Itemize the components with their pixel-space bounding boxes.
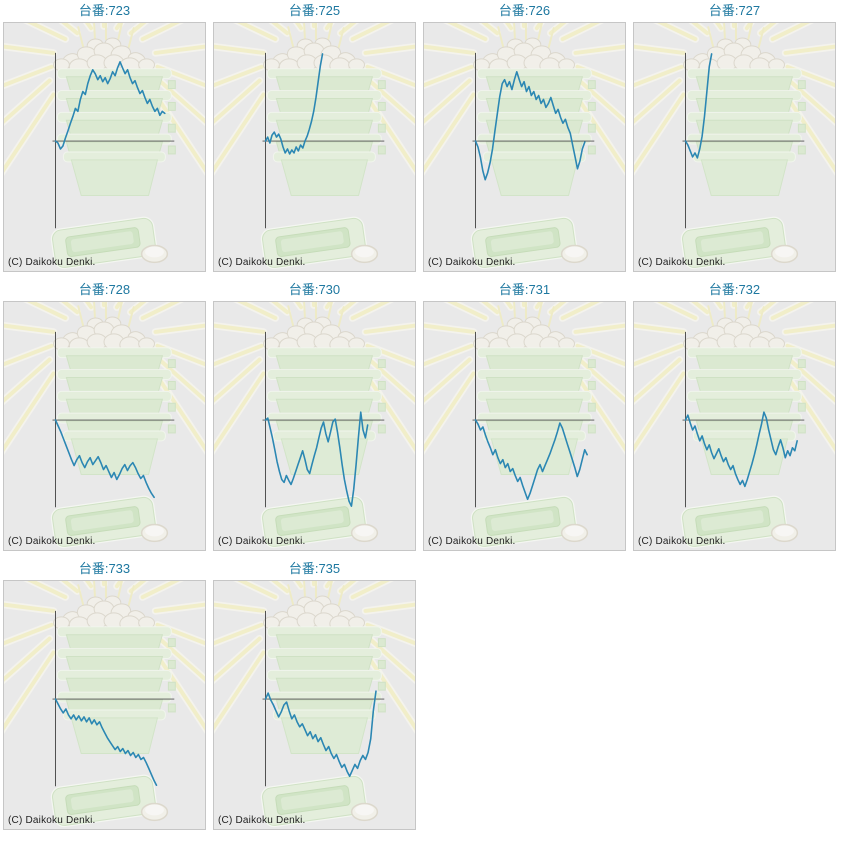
graph-panel[interactable]: (C) Daikoku Denki. (3, 22, 206, 272)
graph-panel[interactable]: (C) Daikoku Denki. (3, 301, 206, 551)
machine-tile: 台番:732 (C) Daikoku Denki. (633, 281, 836, 551)
graph-line (54, 698, 158, 786)
graph-panel[interactable]: (C) Daikoku Denki. (213, 22, 416, 272)
copyright-text: (C) Daikoku Denki. (638, 257, 726, 268)
machine-title-link[interactable]: 台番:731 (498, 282, 551, 297)
slump-graph (214, 581, 415, 829)
graph-panel[interactable]: (C) Daikoku Denki. (423, 22, 626, 272)
machine-illustration (4, 23, 205, 269)
slump-graph (4, 23, 205, 271)
graph-line (264, 690, 377, 778)
machine-tile: 台番:731 (C) Daikoku Denki. (423, 281, 626, 551)
machine-title-link[interactable]: 台番:728 (78, 282, 131, 297)
graph-panel[interactable]: (C) Daikoku Denki. (633, 22, 836, 272)
copyright-text: (C) Daikoku Denki. (8, 815, 96, 826)
graph-panel[interactable]: (C) Daikoku Denki. (213, 301, 416, 551)
graph-line (684, 53, 713, 159)
machine-tile: 台番:727 (C) Daikoku Denki. (633, 2, 836, 272)
machine-illustration (424, 302, 625, 548)
machine-tile: 台番:735 (C) Daikoku Denki. (213, 560, 416, 830)
machine-illustration (214, 23, 415, 269)
copyright-text: (C) Daikoku Denki. (8, 257, 96, 268)
machine-tile: 台番:733 (C) Daikoku Denki. (3, 560, 206, 830)
machine-illustration (214, 581, 415, 827)
machine-illustration (634, 302, 835, 548)
slump-graph (634, 302, 835, 550)
graph-panel[interactable]: (C) Daikoku Denki. (423, 301, 626, 551)
graph-panel[interactable]: (C) Daikoku Denki. (3, 580, 206, 830)
slump-graph (214, 302, 415, 550)
machine-title-link[interactable]: 台番:725 (288, 3, 341, 18)
copyright-text: (C) Daikoku Denki. (638, 536, 726, 547)
machine-illustration (4, 302, 205, 548)
machine-title-link[interactable]: 台番:730 (288, 282, 341, 297)
machine-tile: 台番:728 (C) Daikoku Denki. (3, 281, 206, 551)
machine-illustration (214, 302, 415, 548)
machine-title-link[interactable]: 台番:735 (288, 561, 341, 576)
machine-illustration (4, 581, 205, 827)
slump-graph (634, 23, 835, 271)
slump-graph (424, 23, 625, 271)
machine-illustration (424, 23, 625, 269)
graph-line (474, 419, 588, 501)
graph-line (264, 53, 324, 155)
machine-tile: 台番:725 (C) Daikoku Denki. (213, 2, 416, 272)
machine-title-link[interactable]: 台番:726 (498, 3, 551, 18)
machine-title-link[interactable]: 台番:727 (708, 3, 761, 18)
copyright-text: (C) Daikoku Denki. (428, 536, 516, 547)
machine-tile: 台番:730 (C) Daikoku Denki. (213, 281, 416, 551)
machine-illustration (634, 23, 835, 269)
slump-graph (4, 302, 205, 550)
machine-title-link[interactable]: 台番:733 (78, 561, 131, 576)
copyright-text: (C) Daikoku Denki. (428, 257, 516, 268)
graph-line (474, 70, 586, 181)
slump-graph (4, 581, 205, 829)
graph-panel[interactable]: (C) Daikoku Denki. (213, 580, 416, 830)
graph-line (264, 411, 369, 507)
copyright-text: (C) Daikoku Denki. (218, 257, 306, 268)
copyright-text: (C) Daikoku Denki. (218, 536, 306, 547)
graph-panel[interactable]: (C) Daikoku Denki. (633, 301, 836, 551)
machine-tile: 台番:726 (C) Daikoku Denki. (423, 2, 626, 272)
slump-graph (424, 302, 625, 550)
machine-tile: 台番:723 (C) Daikoku Denki. (3, 2, 206, 272)
machine-title-link[interactable]: 台番:723 (78, 3, 131, 18)
copyright-text: (C) Daikoku Denki. (218, 815, 306, 826)
slump-graph (214, 23, 415, 271)
copyright-text: (C) Daikoku Denki. (8, 536, 96, 547)
graph-line (684, 411, 798, 488)
machine-title-link[interactable]: 台番:732 (708, 282, 761, 297)
graph-line (54, 419, 155, 499)
graph-line (54, 61, 166, 150)
